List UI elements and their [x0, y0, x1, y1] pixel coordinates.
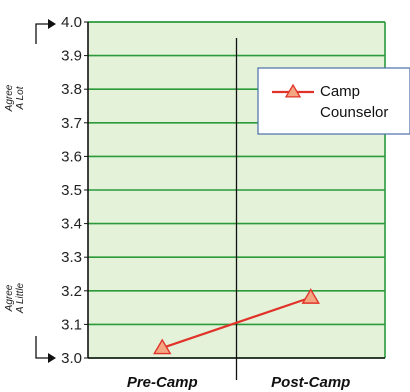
series-line: [161, 296, 312, 349]
legend-entry-text: Camp: [320, 83, 360, 100]
y-tick-label: 3.3: [61, 249, 82, 266]
x-tick-label: Post-Camp: [271, 374, 350, 391]
top-side-arrowhead: [48, 19, 56, 29]
x-tick-label: Pre-Camp: [127, 374, 198, 391]
bottom-side-arrowhead: [48, 353, 56, 363]
side-label-top-line: A Lot: [15, 85, 26, 110]
y-tick-label: 3.8: [61, 81, 82, 98]
y-axis: [87, 22, 385, 359]
y-tick-label: 4.0: [61, 14, 82, 31]
x-tick-labels: Pre-Camp Post-Camp: [127, 374, 351, 391]
y-tick-label: 3.2: [61, 283, 82, 300]
legend: Camp Counselor: [257, 67, 410, 135]
y-tick-label: 3.7: [61, 115, 82, 132]
top-side-arrow: [35, 23, 48, 44]
side-label-bottom: Agree A Little: [4, 282, 26, 314]
data-point-marker: [153, 338, 172, 355]
legend-marker-sample: [284, 83, 302, 98]
y-tick-label: 3.0: [61, 350, 82, 367]
side-label-bottom-line: A Little: [15, 282, 26, 314]
y-tick-label: 3.4: [61, 216, 82, 233]
y-tick-labels: 3.0 3.1 3.2 3.3 3.4 3.5 3.6 3.7 3.8 3.9 4.0: [61, 14, 82, 367]
side-label-top: Agree A Lot: [4, 84, 26, 112]
y-tick-label: 3.5: [61, 182, 82, 199]
side-label-bottom-line: Agree: [4, 284, 15, 312]
legend-box: [257, 67, 410, 135]
y-tick-label: 3.1: [61, 316, 82, 333]
bottom-side-arrow: [35, 336, 48, 359]
legend-entry-text: Counselor: [320, 104, 388, 121]
data-point-marker: [301, 288, 320, 304]
y-tick-label: 3.6: [61, 148, 82, 165]
series-layer: [153, 288, 320, 355]
y-tick-label: 3.9: [61, 48, 82, 65]
side-label-top-line: Agree: [4, 84, 15, 112]
